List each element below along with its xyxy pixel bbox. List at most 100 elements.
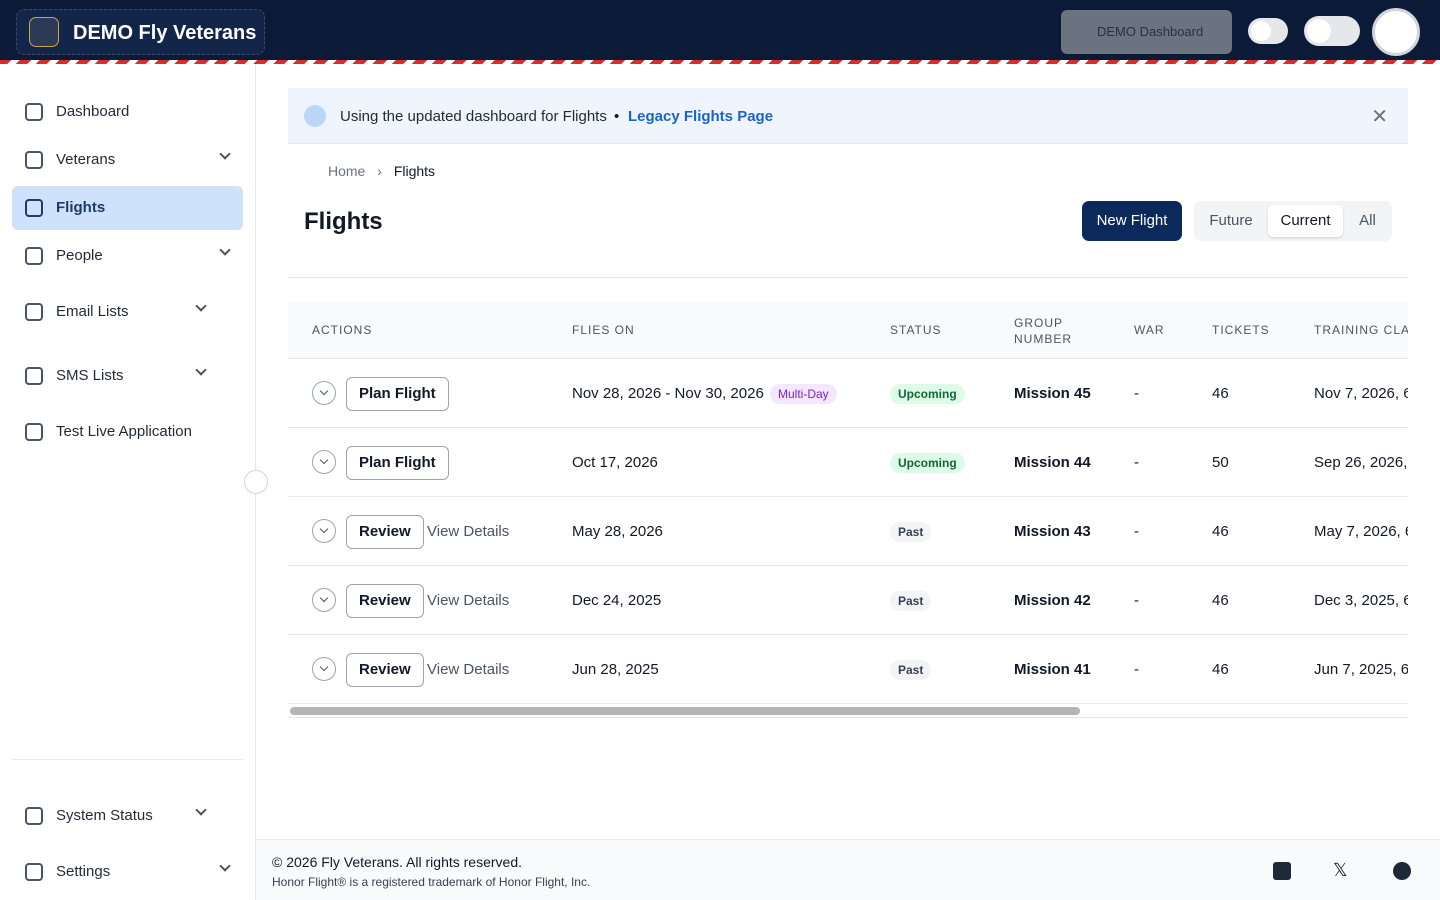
column-header: ACTIONS [312,323,373,337]
nav-label: Test Live Application [56,423,192,440]
banner-icon [304,105,326,127]
nav-item[interactable]: System Status [12,794,243,838]
group-number: Mission 43 [1014,523,1091,540]
nav-item[interactable]: People [12,234,243,278]
training-class: Dec 3, 2025, 6 [1314,592,1408,609]
chevron [319,593,329,603]
linkedin-link[interactable] [1273,862,1291,880]
nav-icon [25,367,43,385]
nav-label: Dashboard [56,103,130,120]
table-row: Review View Details Dec 24, 2025 Past Missio… [288,566,1408,635]
filter-tab[interactable]: All [1359,212,1376,229]
action-button[interactable]: Plan Flight [346,377,449,411]
status-badge: Upcoming [890,384,965,404]
view-details-link[interactable]: View Details [427,592,510,609]
crumb-current: Flights [393,163,436,179]
tickets: 46 [1212,592,1229,609]
expand-button[interactable] [312,657,336,681]
flights-table: ACTIONS FLIES ON STATUS GROUP NUMBER WAR TICK… [288,302,1408,720]
new-flight-button[interactable]: New Flight [1082,201,1182,241]
group-number: Mission 41 [1014,661,1091,678]
nav-item[interactable]: Flights [12,186,243,230]
expand-button[interactable] [312,588,336,612]
dashboard-select[interactable]: DEMO Dashboard [1061,10,1232,54]
nav-item[interactable]: Test Live Application [12,410,243,454]
training-class: Sep 26, 2026, [1314,454,1408,471]
brand[interactable]: DEMO Fly Veterans [16,9,265,55]
flies-on: Nov 28, 2026 - Nov 30, 2026 [572,385,764,402]
footer: © 2026 Fly Veterans. All rights reserved… [256,839,1440,900]
nav-label: SMS Lists [56,367,124,384]
divider [12,759,243,760]
column-header: GROUP NUMBER [1014,316,1073,346]
divider [288,277,1408,278]
tickets: 50 [1212,454,1229,471]
nav-item[interactable]: Veterans [12,138,243,182]
action-button[interactable]: Review [346,584,424,618]
close-button[interactable]: ✕ [1371,106,1388,128]
status-badge: Past [890,660,932,680]
column-header: FLIES ON [572,323,635,337]
nav-item[interactable]: Dashboard [12,90,243,134]
page-title: Flights [304,208,383,235]
toggle[interactable] [1248,18,1288,44]
chevron [319,386,329,396]
flies-on: Dec 24, 2025 [572,592,662,609]
chevron [319,662,329,672]
github-link[interactable] [1393,862,1411,880]
divider [288,717,1408,718]
action-button[interactable]: Review [346,515,424,549]
nav-label: Flights [56,199,106,216]
view-details-link[interactable]: View Details [427,661,510,678]
multi-day-badge: Multi-Day [770,384,837,404]
table-row: Review View Details May 28, 2026 Past Missio… [288,497,1408,566]
avatar[interactable] [1372,8,1420,56]
group-number: Mission 42 [1014,592,1091,609]
chevron [219,148,231,160]
breadcrumb: Home › Flights [328,163,436,179]
expand-button[interactable] [312,381,336,405]
tickets: 46 [1212,385,1229,402]
group-number: Mission 45 [1014,385,1091,402]
crumb-home[interactable]: Home [328,163,366,179]
chevron [319,524,329,534]
training-class: Jun 7, 2025, 6 [1314,661,1408,678]
nav-label: Email Lists [56,303,129,320]
stripe [0,60,1440,64]
filter-tab[interactable]: Current [1268,205,1343,237]
nav-item[interactable]: Settings [12,850,243,894]
expand-button[interactable] [312,450,336,474]
x-link[interactable]: 𝕏 [1333,860,1348,880]
table-header: ACTIONS FLIES ON STATUS GROUP NUMBER WAR TICK… [288,302,1408,359]
flies-on: Jun 28, 2025 [572,661,659,678]
nav-item[interactable]: Email Lists [12,290,243,334]
separator: • [614,108,620,125]
action-button[interactable]: Plan Flight [346,446,449,480]
table-row: Plan Flight Nov 28, 2026 - Nov 30, 2026 Mu… [288,359,1408,428]
nav-label: System Status [56,807,153,824]
column-header: WAR [1134,323,1165,337]
action-button[interactable]: Review [346,653,424,687]
banner-text: Using the updated dashboard for Flights [340,108,607,125]
flies-on: Oct 17, 2026 [572,454,658,471]
war: - [1134,454,1139,471]
war: - [1134,592,1139,609]
tickets: 46 [1212,523,1229,540]
nav-icon [25,151,43,169]
filter-tab[interactable]: Future [1209,212,1253,229]
theme-toggle[interactable] [1304,16,1360,46]
copyright: © 2026 Fly Veterans. All rights reserved… [272,854,522,870]
scrollbar[interactable] [290,707,1080,715]
chevron [195,804,207,816]
nav-item[interactable]: SMS Lists [12,354,243,398]
collapse-button[interactable] [244,470,268,494]
chevron [219,244,231,256]
war: - [1134,523,1139,540]
nav-label: Veterans [56,151,116,168]
expand-button[interactable] [312,519,336,543]
view-details-link[interactable]: View Details [427,523,510,540]
legacy-link[interactable]: Legacy Flights Page [628,108,774,125]
column-header: TRAINING CLA [1314,323,1408,337]
